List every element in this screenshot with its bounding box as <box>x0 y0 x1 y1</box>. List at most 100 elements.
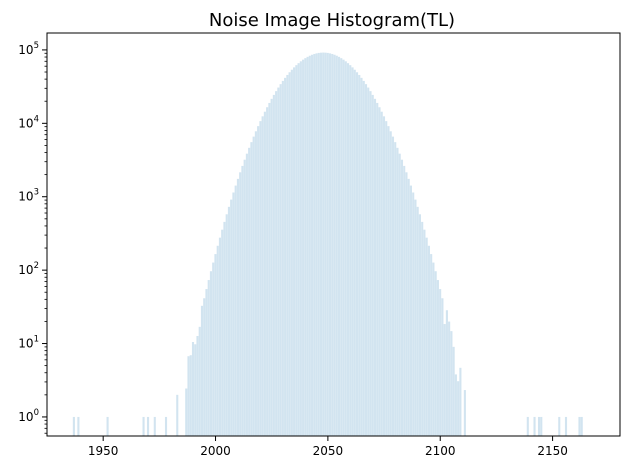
histogram-bar <box>77 416 80 436</box>
histogram-bar <box>540 416 543 436</box>
histogram-bar <box>284 77 287 436</box>
y-tick-label: 105 <box>18 41 39 57</box>
histogram-bar <box>196 336 199 436</box>
histogram-bar <box>194 344 197 436</box>
histogram-bar <box>441 298 444 436</box>
histogram-bar <box>367 87 370 436</box>
histogram-bar <box>434 271 437 436</box>
histogram-bar <box>578 416 581 436</box>
histogram-bar <box>409 185 412 436</box>
histogram-bar <box>308 55 311 436</box>
histogram-bar <box>326 52 329 437</box>
histogram-bar <box>382 116 386 436</box>
histogram-bar <box>418 214 421 436</box>
histogram-bar <box>297 63 300 436</box>
histogram-bar <box>306 56 309 437</box>
histogram-bar <box>340 58 343 437</box>
histogram-bar <box>346 63 350 436</box>
y-axis: 100 101 102 103 104 105 <box>18 41 47 434</box>
histogram-bar <box>279 84 282 437</box>
histogram-bar <box>200 305 204 436</box>
histogram-bar <box>457 381 460 436</box>
histogram-bar <box>450 331 453 436</box>
histogram-bar <box>288 72 291 436</box>
histogram-bar <box>371 94 374 436</box>
histogram-bar <box>443 324 446 436</box>
histogram-bar <box>302 59 305 436</box>
histogram-bar <box>176 394 179 436</box>
histogram-bar <box>263 111 266 436</box>
histogram-bar <box>448 321 451 436</box>
histogram-bar <box>394 142 397 436</box>
x-tick-label: 1950 <box>88 444 119 458</box>
x-tick-label: 2150 <box>537 444 568 458</box>
histogram-bar <box>427 245 430 436</box>
histogram-bar <box>106 416 109 436</box>
histogram-bar <box>223 221 226 436</box>
histogram-bar <box>241 165 244 437</box>
histogram-bar <box>439 289 442 436</box>
histogram-bar <box>349 65 352 437</box>
histogram-bar <box>209 271 213 436</box>
histogram-bar <box>203 298 206 436</box>
histogram-bar <box>533 416 536 436</box>
histogram-bar <box>311 54 314 436</box>
histogram-bar <box>398 153 401 436</box>
histogram-bar <box>391 136 395 436</box>
histogram-bar <box>234 185 237 436</box>
histogram-bar <box>268 102 271 436</box>
histogram-bar <box>293 67 296 437</box>
histogram-bar <box>299 61 302 436</box>
histogram-bar <box>421 221 424 436</box>
plot-frame <box>46 32 621 437</box>
chart-title: Noise Image Histogram(TL) <box>209 10 455 31</box>
histogram-bar <box>259 121 262 436</box>
histogram-bar <box>452 346 455 436</box>
x-tick-label: 2000 <box>200 444 231 458</box>
histogram-bar <box>189 355 192 436</box>
histogram-bar <box>243 159 246 436</box>
histogram-bar <box>239 172 242 436</box>
histogram-bar <box>248 147 251 436</box>
histogram-bar <box>218 237 221 436</box>
histogram-bar <box>252 136 255 436</box>
histogram-bar <box>353 69 356 436</box>
histogram-bar <box>232 192 235 436</box>
histogram-bar <box>463 390 466 436</box>
histogram-bar <box>270 98 273 436</box>
histogram-bar <box>275 91 278 436</box>
histogram-bar <box>272 94 275 436</box>
histogram-bar <box>313 53 316 436</box>
histogram-bar <box>329 53 332 437</box>
histogram-bar <box>295 65 298 437</box>
histogram-bar <box>454 374 457 436</box>
histogram-bar <box>322 52 325 436</box>
histogram-bars <box>72 52 583 437</box>
histogram-bar <box>407 178 410 436</box>
x-tick-label: 2050 <box>313 444 344 458</box>
histogram-bar <box>317 52 320 437</box>
histogram-bar <box>245 153 248 436</box>
x-axis: 1950 2000 2050 2100 2150 <box>88 436 568 458</box>
histogram-bar <box>266 107 269 437</box>
histogram-bar <box>290 69 293 436</box>
histogram-bar <box>187 356 190 436</box>
histogram-bar <box>221 229 224 436</box>
histogram-bar <box>369 91 372 436</box>
histogram-bar <box>351 67 354 437</box>
histogram-bar <box>387 126 390 436</box>
histogram-bar <box>564 416 568 436</box>
y-tick-label: 102 <box>18 261 39 277</box>
histogram-bar <box>185 388 188 436</box>
histogram-bar <box>436 280 439 436</box>
histogram-bar <box>191 342 195 436</box>
histogram-bar <box>304 58 307 437</box>
histogram-bar <box>558 416 561 436</box>
y-tick-label: 104 <box>18 114 39 130</box>
histogram-bar <box>142 416 145 436</box>
histogram-bar <box>214 254 217 436</box>
histogram-bar <box>358 74 361 437</box>
histogram-bar <box>389 131 392 437</box>
histogram-bar <box>430 254 433 436</box>
